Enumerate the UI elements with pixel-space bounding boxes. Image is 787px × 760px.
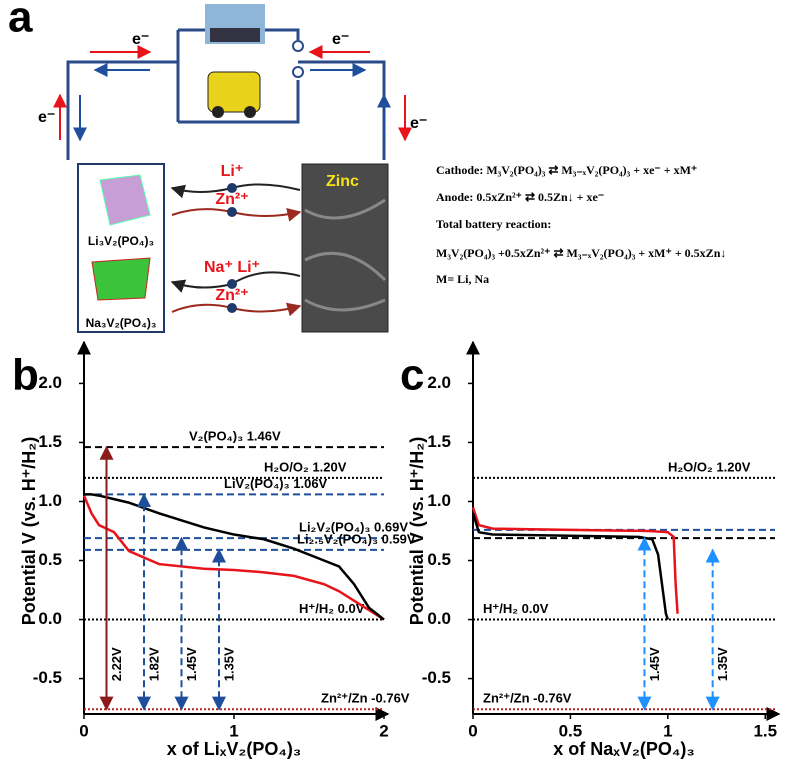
- reference-label: H⁺/H₂ 0.0V: [483, 601, 549, 616]
- x-tick-label: 0: [79, 721, 88, 740]
- solar-panel: [210, 28, 260, 42]
- x-axis-label: x of NaₓV₂(PO₄)₃: [553, 739, 695, 759]
- y-tick-label: 1.5: [38, 432, 62, 451]
- panel-label: a: [8, 0, 33, 42]
- y-tick-label: 1.0: [38, 491, 62, 510]
- x-tick-label: 0: [468, 721, 477, 740]
- y-axis-label: Potential V (vs. H⁺/H₂): [407, 437, 427, 626]
- difference-label: 1.45V: [184, 647, 199, 681]
- electron-label: e⁻: [38, 109, 55, 126]
- wheel: [244, 106, 256, 118]
- x-tick-label: 1: [229, 721, 238, 740]
- series-line: [471, 506, 679, 614]
- difference-label: 1.35V: [715, 647, 730, 681]
- reference-label: H₂O/O₂ 1.20V: [668, 459, 751, 474]
- car-image: [207, 71, 261, 113]
- wheel: [212, 106, 224, 118]
- structure-image: [99, 174, 151, 226]
- reference-label: V₂(PO₄)₃ 1.46V: [189, 429, 281, 444]
- switch: [292, 66, 304, 78]
- difference-label: 1.82V: [146, 647, 161, 681]
- y-tick-label: 0.0: [38, 609, 62, 628]
- electron-label: e⁻: [132, 31, 149, 48]
- x-tick-label: 0.5: [559, 721, 583, 740]
- equation: Cathode: M₃V₂(PO₄)₃ ⇄ M₃₋ₓV₂(PO₄)₃ + xe⁻…: [436, 163, 697, 177]
- reference-label: Li₂.₅V₂(PO₄)₃ 0.59V: [297, 531, 416, 546]
- reference-label: H⁺/H₂ 0.0V: [299, 601, 365, 616]
- y-tick-label: 0.5: [38, 550, 62, 569]
- x-tick-label: 1: [663, 721, 672, 740]
- circuit: [66, 28, 386, 160]
- y-tick-label: 1.5: [427, 432, 451, 451]
- y-tick-label: 2.0: [427, 373, 451, 392]
- switch: [292, 40, 304, 52]
- electron-label: e⁻: [332, 31, 349, 48]
- reference-label: H₂O/O₂ 1.20V: [264, 459, 347, 474]
- ion: [227, 183, 237, 193]
- structure-image: [91, 257, 151, 301]
- x-tick-label: 2: [379, 721, 388, 740]
- y-axis-label: Potential V (vs. H⁺/H₂): [19, 437, 39, 626]
- panel-a: a e⁻ e⁻ e⁻ e⁻ Li₃V₂(PO₄)₃ Na₃V₂(PO₄)₃ Zi…: [8, 0, 427, 333]
- anode-label: Zinc: [326, 173, 359, 190]
- ion-label: Zn²⁺: [215, 191, 248, 208]
- x-tick-label: 1.5: [753, 721, 777, 740]
- ion: [227, 303, 237, 313]
- ion: [227, 279, 237, 289]
- equation: Total battery reaction:: [436, 217, 551, 231]
- y-tick-label: 0.5: [427, 550, 451, 569]
- ion-label: Zn²⁺: [215, 287, 248, 304]
- panel-label: c: [400, 351, 424, 400]
- x-axis-label: x of LiₓV₂(PO₄)₃: [167, 739, 302, 759]
- cathode-label: Li₃V₂(PO₄)₃: [88, 234, 154, 248]
- electron-label: e⁻: [410, 115, 427, 132]
- reference-label: Zn²⁺/Zn -0.76V: [321, 691, 410, 706]
- y-tick-label: 0.0: [427, 609, 451, 628]
- ion-label: Na⁺ Li⁺: [204, 259, 260, 276]
- difference-label: 1.45V: [647, 647, 662, 681]
- y-tick-label: -0.5: [422, 668, 451, 687]
- ion: [227, 207, 237, 217]
- equations: Cathode: M₃V₂(PO₄)₃ ⇄ M₃₋ₓV₂(PO₄)₃ + xe⁻…: [436, 163, 726, 286]
- equation: M₃V₂(PO₄)₃ +0.5xZn²⁺ ⇄ M₃₋ₓV₂(PO₄)₃ + xM…: [436, 246, 726, 260]
- reference-label: Zn²⁺/Zn -0.76V: [483, 691, 572, 706]
- difference-label: 1.35V: [221, 647, 236, 681]
- reference-label: Li₂V₂(PO₄)₃ 0.69V: [299, 520, 408, 535]
- reference-label: LiV₂(PO₄)₃ 1.06V: [224, 476, 328, 491]
- difference-label: 2.22V: [109, 647, 124, 681]
- y-tick-label: 2.0: [38, 373, 62, 392]
- y-tick-label: -0.5: [33, 668, 62, 687]
- zinc-texture: [304, 198, 387, 312]
- ion-label: Li⁺: [221, 163, 244, 180]
- cathode-label: Na₃V₂(PO₄)₃: [86, 316, 157, 330]
- panel-label: b: [12, 351, 39, 400]
- y-tick-label: 1.0: [427, 491, 451, 510]
- equation: M= Li, Na: [436, 272, 489, 286]
- equation: Anode: 0.5xZn²⁺ ⇄ 0.5Zn↓ + xe⁻: [436, 190, 604, 204]
